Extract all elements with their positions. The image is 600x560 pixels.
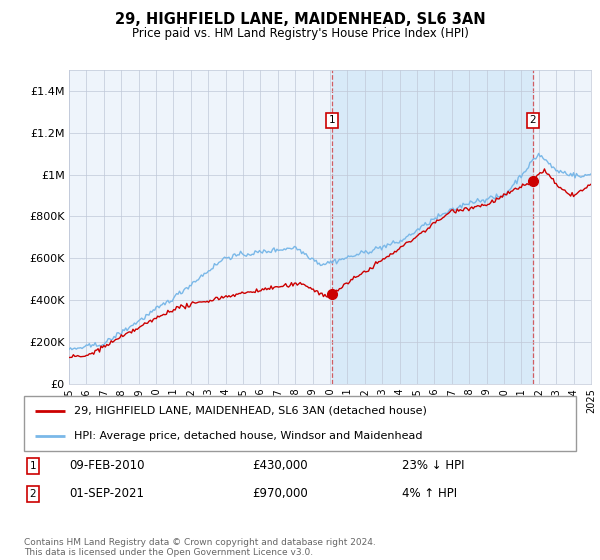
Text: HPI: Average price, detached house, Windsor and Maidenhead: HPI: Average price, detached house, Wind…	[74, 431, 422, 441]
Text: 4% ↑ HPI: 4% ↑ HPI	[402, 487, 457, 501]
Text: Contains HM Land Registry data © Crown copyright and database right 2024.
This d: Contains HM Land Registry data © Crown c…	[24, 538, 376, 557]
Text: 01-SEP-2021: 01-SEP-2021	[69, 487, 144, 501]
Text: 1: 1	[29, 461, 37, 471]
Text: 1: 1	[328, 115, 335, 125]
Text: 29, HIGHFIELD LANE, MAIDENHEAD, SL6 3AN (detached house): 29, HIGHFIELD LANE, MAIDENHEAD, SL6 3AN …	[74, 406, 427, 416]
Text: 29, HIGHFIELD LANE, MAIDENHEAD, SL6 3AN: 29, HIGHFIELD LANE, MAIDENHEAD, SL6 3AN	[115, 12, 485, 27]
Text: £430,000: £430,000	[252, 459, 308, 473]
Text: £970,000: £970,000	[252, 487, 308, 501]
Text: 23% ↓ HPI: 23% ↓ HPI	[402, 459, 464, 473]
FancyBboxPatch shape	[24, 396, 576, 451]
Text: 2: 2	[530, 115, 536, 125]
Text: Price paid vs. HM Land Registry's House Price Index (HPI): Price paid vs. HM Land Registry's House …	[131, 27, 469, 40]
Bar	[332, 70, 533, 384]
Text: 2: 2	[29, 489, 37, 499]
Text: 09-FEB-2010: 09-FEB-2010	[69, 459, 145, 473]
